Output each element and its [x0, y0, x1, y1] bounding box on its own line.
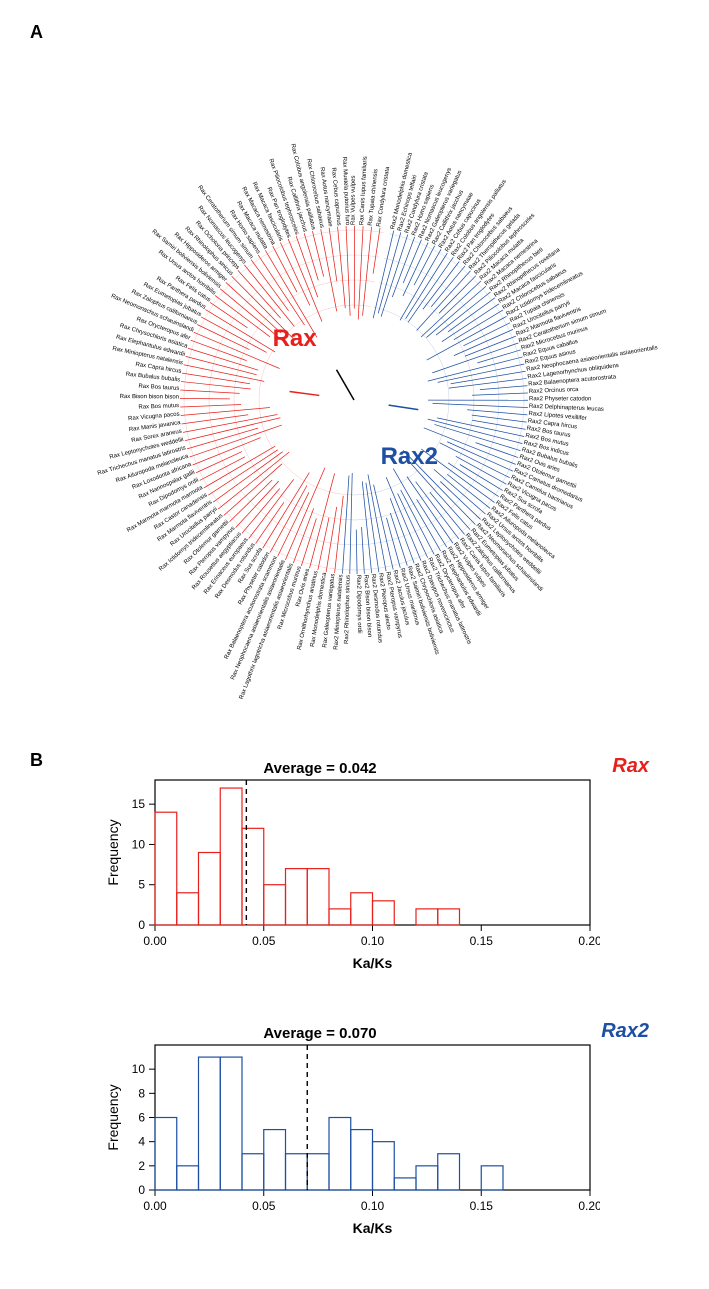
phylo-tip-label: Rax2 Physeter catodon — [529, 396, 591, 402]
histogram-bar — [199, 1057, 221, 1190]
xtick-label: 0.20 — [578, 1199, 600, 1213]
ylabel: Frequency — [105, 819, 121, 885]
histogram-bar — [481, 1166, 503, 1190]
ytick-label: 15 — [132, 797, 146, 811]
ytick-label: 0 — [138, 918, 145, 932]
phylo-tip-label: Rax Vulpes vulpes — [351, 176, 357, 226]
histogram-bar — [307, 869, 329, 925]
histogram-bar — [329, 1118, 351, 1191]
xtick-label: 0.15 — [470, 1199, 494, 1213]
histogram-bar — [242, 828, 264, 925]
histogram-bar — [438, 909, 460, 925]
histogram-bar — [438, 1154, 460, 1190]
ytick-label: 10 — [132, 837, 146, 851]
histogram-bar — [220, 788, 242, 925]
ytick-label: 5 — [138, 878, 145, 892]
panel-b-label: B — [30, 750, 43, 771]
histogram-bar — [155, 1118, 177, 1191]
histogram-bar — [351, 893, 373, 925]
phylo-tip-label: Rax Bison bison bison — [120, 394, 179, 401]
phylo-tip-label: Rax Bos taurus — [138, 384, 179, 392]
ytick-label: 0 — [138, 1183, 145, 1197]
histogram-bar — [199, 853, 221, 926]
phylo-tip-label: Rax2 Bison bison bison — [362, 574, 372, 637]
phylo-tip-label: Rax Bos mutus — [138, 403, 179, 411]
histogram-rax2: 0.00 0.05 0.10 0.15 0.20 0 2 4 6 8 10 Ka/Ks Frequenc… — [100, 1025, 600, 1245]
histogram-bar — [242, 1154, 264, 1190]
ytick-label: 8 — [138, 1086, 145, 1100]
histogram-bar — [307, 1154, 329, 1190]
xtick-label: 0.00 — [143, 934, 167, 948]
clade-rax-label: Rax — [273, 325, 317, 353]
phylo-tip-label: Rax Lagothrix lagotricha asiaeorientalis… — [239, 563, 295, 701]
xtick-label: 0.00 — [143, 1199, 167, 1213]
xlabel: Ka/Ks — [353, 955, 393, 971]
histogram-rax-svg: 0.00 0.05 0.10 0.15 0.20 0 5 10 15 Ka/Ks Frequency — [100, 760, 600, 980]
xtick-label: 0.10 — [361, 1199, 385, 1213]
xtick-label: 0.20 — [578, 934, 600, 948]
phylo-tree-svg: Rax Galeopterus variegatusRax Monodelphi… — [0, 0, 709, 740]
ylabel: Frequency — [105, 1084, 121, 1150]
ytick-label: 10 — [132, 1062, 146, 1076]
histogram-bar — [329, 909, 351, 925]
histogram-bar — [351, 1130, 373, 1190]
clade-rax2-label: Rax2 — [381, 443, 438, 471]
histogram-bar — [155, 812, 177, 925]
histogram-rax2-svg: 0.00 0.05 0.10 0.15 0.20 0 2 4 6 8 10 Ka/Ks Frequenc… — [100, 1025, 600, 1245]
phylo-tip-label: Rax2 Orcinus orca — [529, 387, 580, 395]
phylo-tip-label: Rax2 Rhinolophus sinicus — [344, 575, 352, 644]
histogram-bar — [286, 1154, 308, 1190]
histogram-bar — [416, 1166, 438, 1190]
xtick-label: 0.10 — [361, 934, 385, 948]
xtick-label: 0.05 — [252, 934, 276, 948]
xtick-label: 0.15 — [470, 934, 494, 948]
histogram-bar — [177, 1166, 199, 1190]
histogram-rax: 0.00 0.05 0.10 0.15 0.20 0 5 10 15 Ka/Ks Frequency — [100, 760, 600, 980]
figure-root: A B Rax Galeopterus variegatusRax Monode… — [0, 0, 709, 1289]
histogram-bar — [220, 1057, 242, 1190]
histogram-bar — [286, 869, 308, 925]
ytick-label: 4 — [138, 1135, 145, 1149]
histogram-bar — [177, 893, 199, 925]
phylo-tree-panel: Rax Galeopterus variegatusRax Monodelphi… — [0, 0, 709, 740]
histogram-bar — [416, 909, 438, 925]
histogram-bar — [373, 901, 395, 925]
histogram-bar — [373, 1142, 395, 1190]
histogram-bar — [264, 1130, 286, 1190]
ytick-label: 2 — [138, 1159, 145, 1173]
phylo-tip-label: Rax Canis lupus familiaris — [359, 156, 369, 225]
histogram-rax2-gene-label: Rax2 — [601, 1020, 649, 1043]
phylo-tip-label: Rax2 Dipodomys ordii — [355, 575, 362, 634]
histogram-bar — [394, 1178, 416, 1190]
ytick-label: 6 — [138, 1111, 145, 1125]
xtick-label: 0.05 — [252, 1199, 276, 1213]
histogram-rax-gene-label: Rax — [612, 755, 649, 778]
xlabel: Ka/Ks — [353, 1220, 393, 1236]
histogram-bar — [264, 885, 286, 925]
phylo-tip-label: Rax Mustela putorius furo — [341, 157, 350, 226]
